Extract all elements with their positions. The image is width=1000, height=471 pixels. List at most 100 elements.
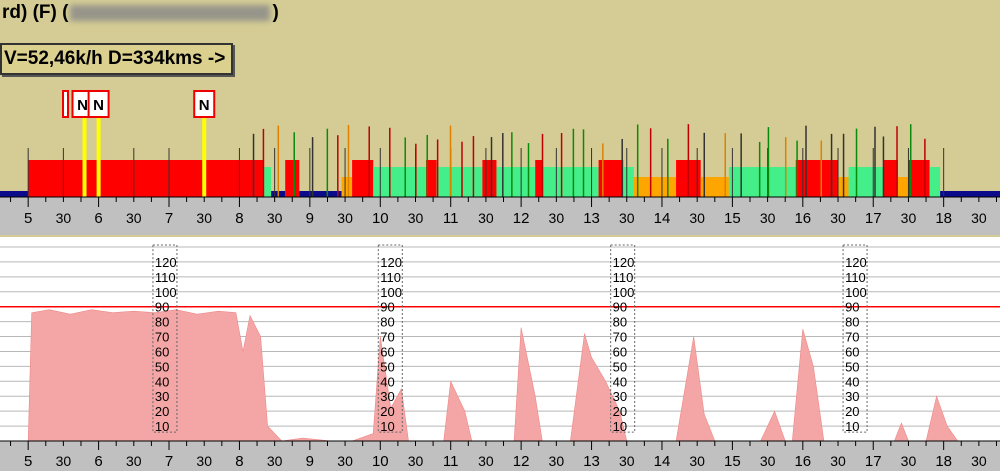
activity-segment-driving <box>883 160 898 197</box>
activity-segment-rest <box>0 191 29 197</box>
speed-scale-label: 60 <box>380 344 394 359</box>
half-hour-tick-label: 30 <box>830 210 846 226</box>
speed-scale-column <box>842 244 868 433</box>
activity-segment-availability <box>341 177 353 197</box>
activity-segment-driving <box>426 160 437 197</box>
activity-segment-availability <box>897 177 909 197</box>
speed-scale-label: 20 <box>380 404 394 419</box>
activity-segment-rest <box>940 191 1000 197</box>
speed-scale-label: 100 <box>845 285 867 300</box>
speed-scale-label: 100 <box>613 285 635 300</box>
half-hour-tick-label: 30 <box>901 453 917 469</box>
activity-segment-work <box>436 167 483 197</box>
speed-scale-label: 30 <box>845 389 859 404</box>
hour-tick-label: 14 <box>654 453 671 470</box>
speed-scale-label: 50 <box>155 359 169 374</box>
half-hour-tick-label: 30 <box>689 210 705 226</box>
half-hour-tick-label: 30 <box>478 210 494 226</box>
hour-tick-label: 16 <box>794 453 811 470</box>
hour-tick-label: 15 <box>724 210 741 227</box>
activity-segment-work <box>373 167 427 197</box>
time-axis-band <box>0 197 1000 235</box>
speed-scale-label: 20 <box>613 404 627 419</box>
marker-line <box>96 117 101 197</box>
speed-scale-label: 110 <box>380 270 401 285</box>
speed-scale-label: 80 <box>380 315 394 330</box>
half-hour-tick-label: 30 <box>760 210 776 226</box>
hour-tick-label: 8 <box>235 210 243 227</box>
speed-scale-label: 100 <box>155 285 177 300</box>
half-hour-tick-label: 30 <box>196 210 212 226</box>
hour-tick-label: 7 <box>165 210 173 227</box>
half-hour-tick-label: 30 <box>56 210 72 226</box>
hour-tick-label: 11 <box>443 210 459 227</box>
speed-scale-label: 120 <box>613 255 635 270</box>
half-hour-tick-label: 30 <box>549 210 565 226</box>
half-hour-tick-label: 30 <box>619 210 635 226</box>
speed-distance-summary[interactable]: V=52,46k/h D=334kms -> <box>0 43 234 75</box>
speed-scale-label: 60 <box>613 344 627 359</box>
hour-tick-label: 8 <box>235 453 243 470</box>
hour-tick-label: 14 <box>654 210 671 227</box>
marker-flag-label: N <box>77 97 88 114</box>
speed-chart[interactable]: 1201101009080706050403020101201101009080… <box>0 237 1000 471</box>
speed-scale-label: 50 <box>845 359 859 374</box>
marker-flag-label: N <box>199 97 210 114</box>
hour-tick-label: 12 <box>513 210 530 227</box>
speed-time-axis-band <box>0 441 1000 471</box>
hour-tick-label: 18 <box>935 210 952 227</box>
speed-scale-label: 50 <box>380 359 394 374</box>
half-hour-tick-label: 30 <box>196 453 212 469</box>
speed-scale-label: 120 <box>380 255 402 270</box>
hour-tick-label: 10 <box>372 210 389 227</box>
activity-segment-work <box>542 167 599 197</box>
speed-scale-label: 10 <box>380 419 394 434</box>
speed-scale-label: 120 <box>845 255 867 270</box>
activity-segment-availability <box>633 177 677 197</box>
activity-segment-rest <box>299 191 342 197</box>
half-hour-tick-label: 30 <box>337 453 353 469</box>
half-hour-tick-label: 30 <box>619 453 635 469</box>
hour-tick-label: 13 <box>583 210 600 227</box>
hour-tick-label: 9 <box>306 210 314 227</box>
activity-segment-work <box>264 167 272 197</box>
redacted-identifier <box>70 4 271 21</box>
speed-scale-label: 70 <box>845 330 859 345</box>
half-hour-tick-label: 30 <box>549 453 565 469</box>
speed-scale-column <box>610 244 636 433</box>
marker-line <box>82 117 87 197</box>
half-hour-tick-label: 30 <box>408 210 424 226</box>
marker-flag-edge <box>62 90 69 118</box>
marker-flag <box>193 90 216 118</box>
half-hour-tick-label: 30 <box>267 453 283 469</box>
hour-tick-label: 10 <box>372 453 389 470</box>
hour-tick-label: 12 <box>513 453 530 470</box>
half-hour-tick-label: 30 <box>126 210 142 226</box>
speed-scale-label: 40 <box>380 374 394 389</box>
marker-line <box>202 117 207 197</box>
speed-scale-label: 100 <box>380 285 402 300</box>
speed-scale-label: 80 <box>613 315 627 330</box>
hour-tick-label: 6 <box>94 453 102 470</box>
hour-tick-label: 13 <box>583 453 600 470</box>
activity-segment-work <box>929 167 941 197</box>
hour-tick-label: 5 <box>24 210 32 227</box>
activity-segment-driving <box>352 160 374 197</box>
hour-tick-label: 6 <box>94 210 102 227</box>
half-hour-tick-label: 30 <box>478 453 494 469</box>
hour-tick-label: 16 <box>794 210 811 227</box>
half-hour-tick-label: 30 <box>56 453 72 469</box>
activity-segment-work <box>623 167 634 197</box>
activity-segment-work <box>728 167 796 197</box>
half-hour-tick-label: 30 <box>126 453 142 469</box>
speed-scale-label: 60 <box>845 344 859 359</box>
speed-scale-label: 20 <box>845 404 859 419</box>
speed-scale-label: 10 <box>845 419 859 434</box>
half-hour-tick-label: 30 <box>760 453 776 469</box>
speed-scale-label: 80 <box>845 315 859 330</box>
speed-scale-label: 70 <box>380 330 394 345</box>
speed-scale-label: 40 <box>613 374 627 389</box>
marker-flag <box>87 90 110 118</box>
activity-segment-availability <box>700 177 729 197</box>
